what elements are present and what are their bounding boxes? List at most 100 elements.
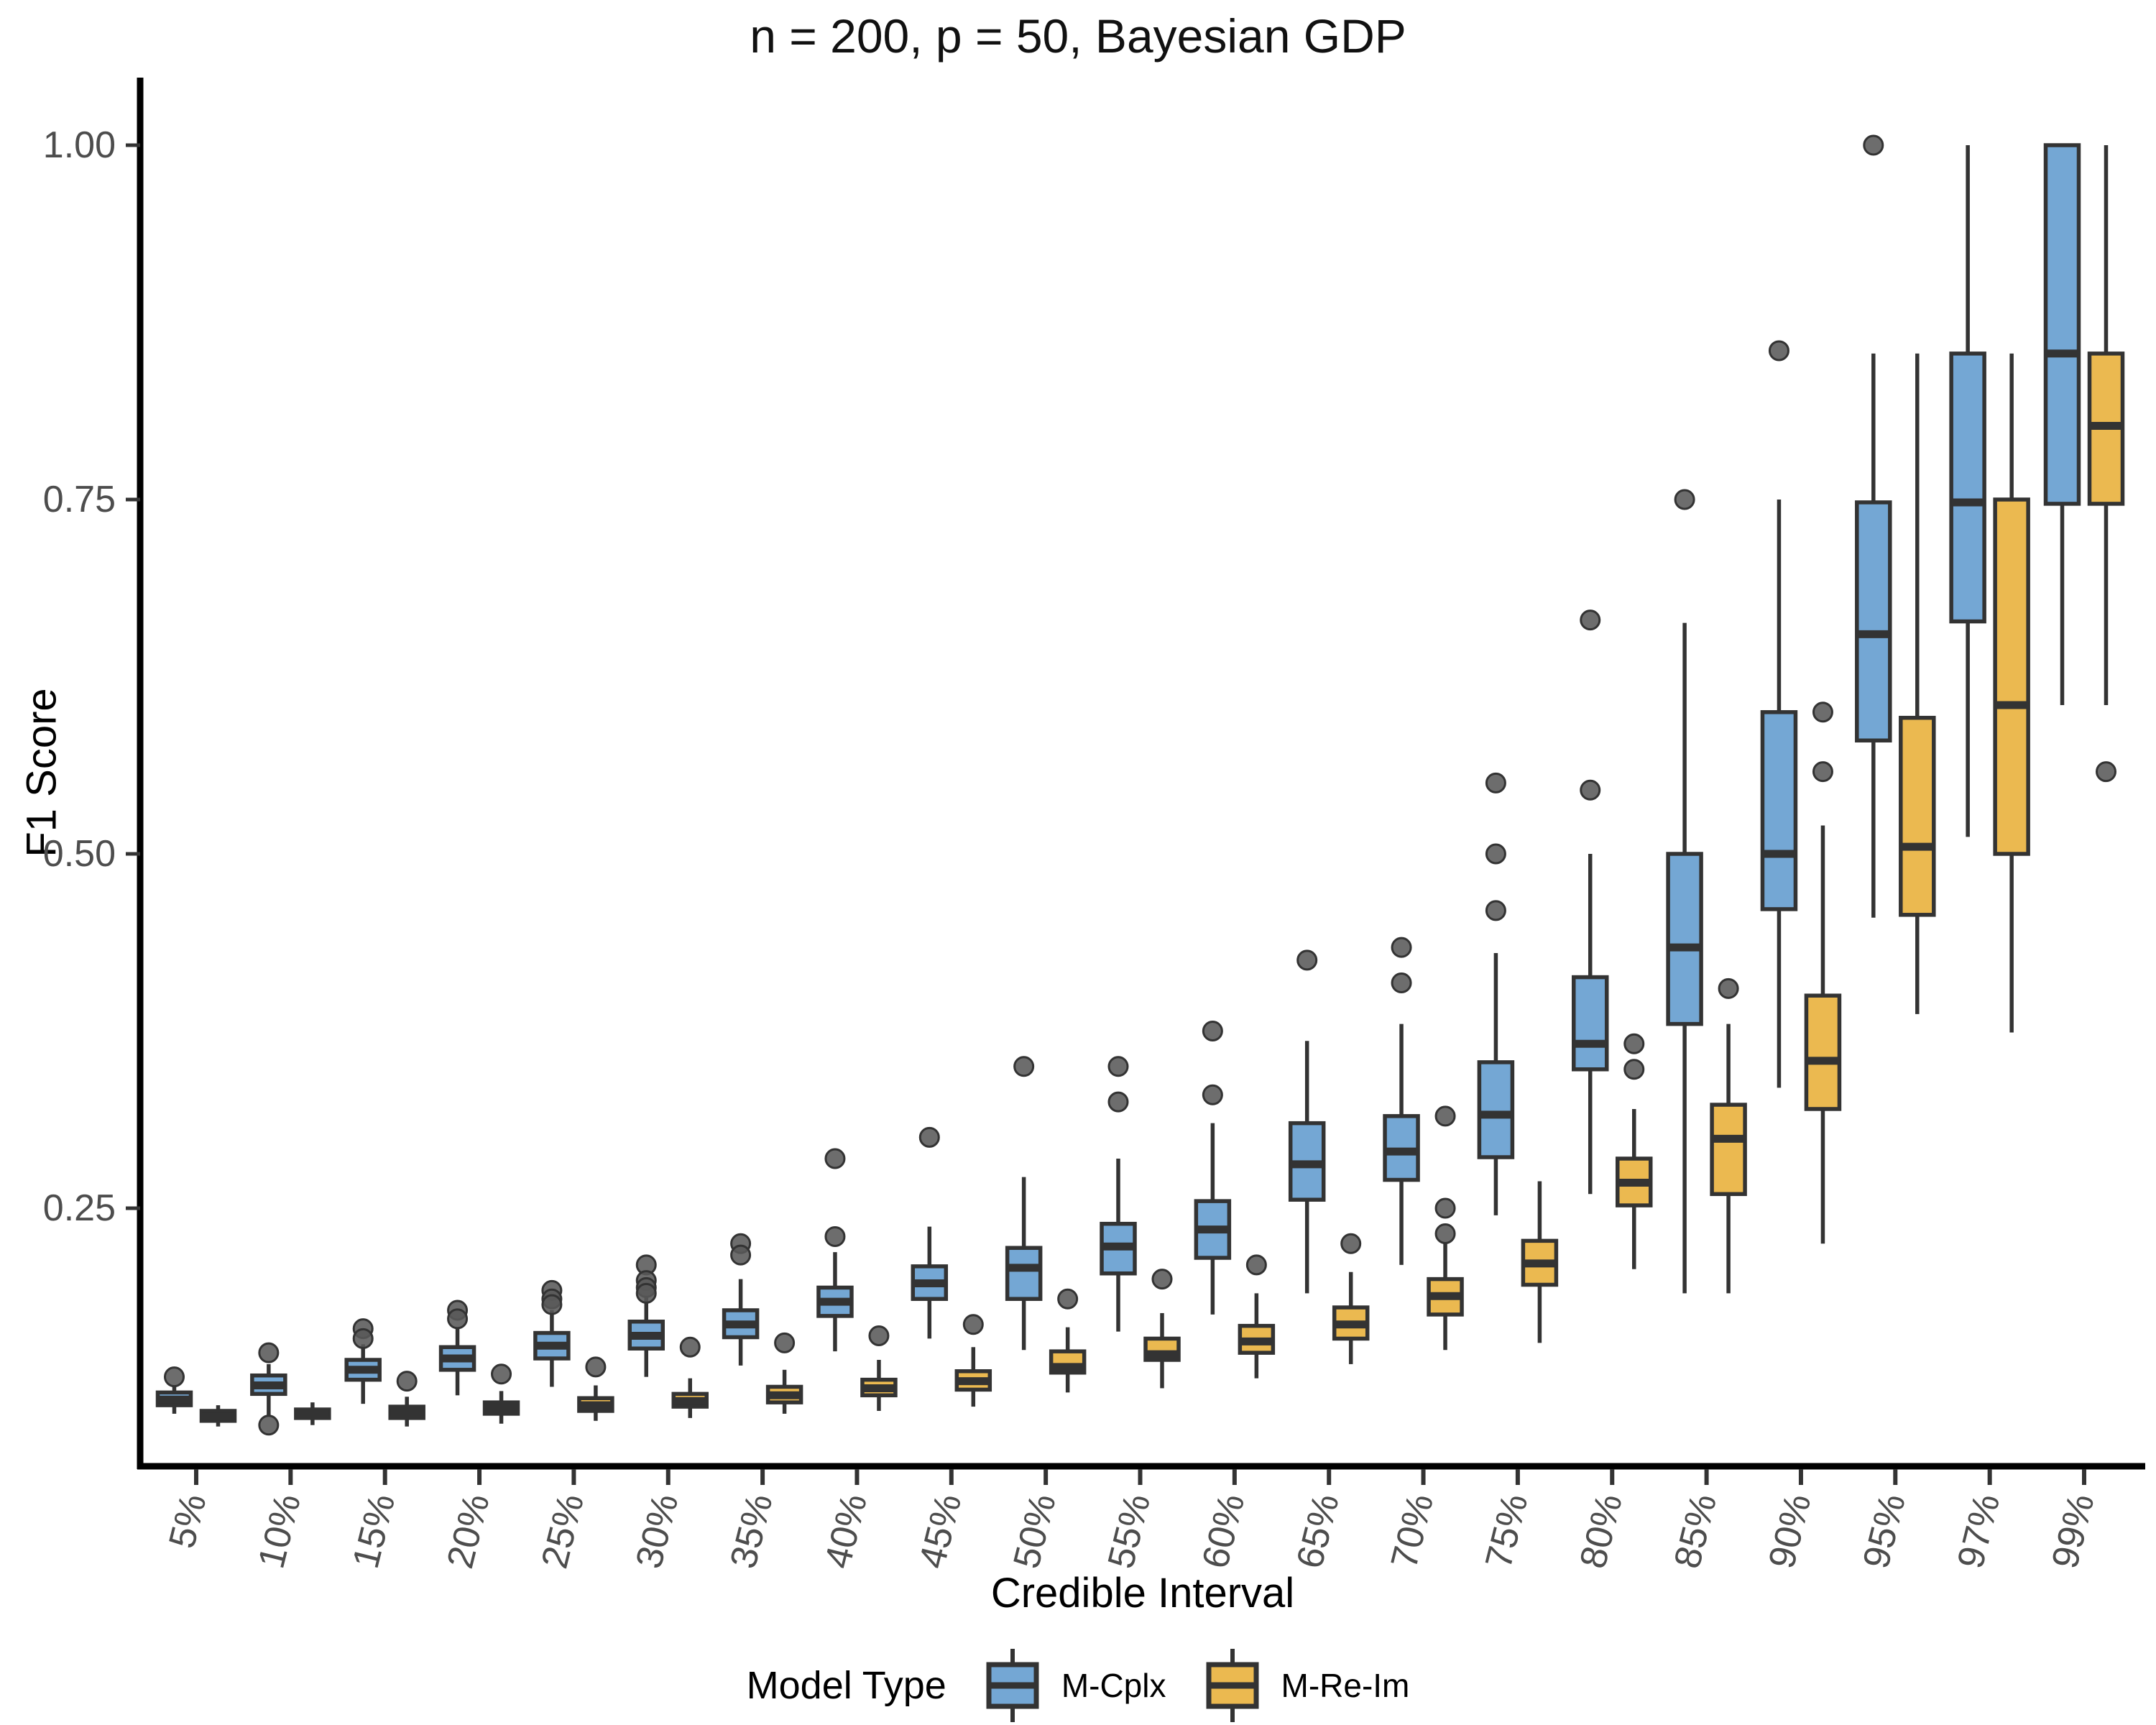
boxplot-M-Re-Im-90% bbox=[1804, 702, 1842, 1244]
legend-title: Model Type bbox=[746, 1664, 946, 1707]
x-tick-label: 95% bbox=[1855, 1490, 1913, 1573]
outlier-point bbox=[1485, 900, 1506, 921]
outlier-point bbox=[396, 1371, 418, 1392]
boxplot-M-Cplx-99% bbox=[2043, 143, 2081, 705]
boxplot-M-Cplx-45% bbox=[911, 1126, 949, 1339]
boxplot-M-Cplx-80% bbox=[1572, 610, 1609, 1195]
y-tick-label: 0.25 bbox=[43, 1187, 116, 1229]
boxplot-M-Re-Im-95% bbox=[1899, 353, 1936, 1014]
x-axis-title: Credible Interval bbox=[990, 1570, 1295, 1616]
x-tick-label: 20% bbox=[439, 1490, 497, 1573]
boxplot-M-Re-Im-15% bbox=[388, 1371, 425, 1427]
outlier-point bbox=[1434, 1223, 1456, 1244]
boxplot-M-Re-Im-60% bbox=[1238, 1254, 1276, 1379]
outlier-point bbox=[491, 1363, 512, 1385]
outlier-point bbox=[1812, 702, 1833, 723]
x-tick-label: 25% bbox=[534, 1490, 592, 1573]
boxplot-M-Cplx-97% bbox=[1949, 145, 1986, 837]
boxplot-M-Cplx-10% bbox=[250, 1342, 287, 1436]
boxplot-M-Re-Im-75% bbox=[1521, 1181, 1559, 1343]
boxplot-M-Cplx-40% bbox=[816, 1148, 854, 1352]
boxplot-M-Re-Im-40% bbox=[860, 1325, 898, 1411]
boxplot-M-Re-Im-85% bbox=[1710, 978, 1747, 1294]
outlier-point bbox=[679, 1336, 701, 1358]
outlier-point bbox=[1674, 489, 1695, 510]
x-tick-label: 40% bbox=[817, 1490, 875, 1573]
boxplot-M-Cplx-55% bbox=[1100, 1056, 1137, 1332]
box bbox=[1005, 1246, 1043, 1301]
boxplot-key-icon bbox=[1206, 1649, 1258, 1722]
x-tick-label: 35% bbox=[722, 1490, 780, 1573]
outlier-point bbox=[258, 1414, 280, 1436]
boxplot-M-Cplx-50% bbox=[1005, 1056, 1043, 1351]
outlier-point bbox=[447, 1308, 469, 1330]
box bbox=[1804, 993, 1842, 1111]
x-tick-label: 80% bbox=[1572, 1490, 1630, 1573]
x-tick-label: 99% bbox=[2044, 1490, 2102, 1573]
outlier-point bbox=[1202, 1021, 1223, 1041]
outlier-point bbox=[1107, 1091, 1129, 1113]
x-tick-label: 15% bbox=[345, 1490, 403, 1573]
boxplot-key-icon bbox=[986, 1649, 1039, 1722]
outlier-point bbox=[1580, 610, 1601, 631]
boxplot-M-Re-Im-5% bbox=[199, 1405, 237, 1427]
boxplot-M-Cplx-15% bbox=[344, 1318, 382, 1404]
outlier-point bbox=[1434, 1197, 1456, 1219]
outlier-point bbox=[1151, 1269, 1173, 1290]
outlier-point bbox=[1245, 1254, 1267, 1276]
boxplot-M-Re-Im-25% bbox=[577, 1356, 614, 1421]
box bbox=[1760, 710, 1798, 911]
x-tick-label: 85% bbox=[1667, 1490, 1725, 1573]
legend-label-m-re-im: M-Re-Im bbox=[1281, 1667, 1410, 1704]
outlier-point bbox=[1391, 937, 1412, 958]
outlier-point bbox=[918, 1126, 940, 1148]
x-tick-label: 70% bbox=[1383, 1490, 1442, 1573]
boxplot-M-Cplx-30% bbox=[627, 1254, 665, 1377]
boxplot-M-Re-Im-20% bbox=[482, 1363, 520, 1424]
outlier-point bbox=[1202, 1084, 1223, 1105]
box bbox=[1949, 351, 1986, 624]
boxplot-M-Cplx-60% bbox=[1194, 1021, 1232, 1315]
outlier-point bbox=[730, 1244, 752, 1266]
x-tick-label: 97% bbox=[1950, 1490, 2008, 1573]
outlier-point bbox=[1340, 1233, 1362, 1254]
outlier-point bbox=[1863, 134, 1884, 156]
x-tick-label: 10% bbox=[251, 1490, 309, 1573]
outlier-point bbox=[1434, 1105, 1456, 1127]
legend-label-m-cplx: M-Cplx bbox=[1061, 1667, 1166, 1704]
outlier-point bbox=[1580, 779, 1601, 801]
y-tick-label: 1.00 bbox=[43, 124, 116, 166]
outlier-point bbox=[1485, 772, 1506, 794]
outlier-point bbox=[1768, 340, 1789, 362]
outlier-point bbox=[1485, 843, 1506, 865]
y-tick-label: 0.50 bbox=[43, 833, 116, 875]
chart-title: n = 200, p = 50, Bayesian GDP bbox=[750, 9, 1406, 63]
legend-item-m-cplx: M-Cplx bbox=[980, 1646, 1166, 1725]
boxplot-M-Cplx-95% bbox=[1855, 134, 1892, 918]
outlier-point bbox=[585, 1356, 607, 1378]
x-tick-label: 50% bbox=[1005, 1490, 1064, 1573]
x-tick-label: 60% bbox=[1194, 1490, 1253, 1573]
outlier-point bbox=[635, 1282, 657, 1304]
box bbox=[1572, 975, 1609, 1072]
outlier-point bbox=[1391, 972, 1412, 993]
boxplot-M-Cplx-65% bbox=[1288, 949, 1326, 1294]
x-tick-label: 90% bbox=[1761, 1490, 1819, 1573]
boxplot-M-Cplx-35% bbox=[722, 1233, 760, 1366]
legend-item-m-re-im: M-Re-Im bbox=[1199, 1646, 1410, 1725]
outlier-point bbox=[1623, 1033, 1645, 1054]
outlier-point bbox=[962, 1314, 984, 1335]
boxplot-M-Re-Im-45% bbox=[954, 1314, 992, 1407]
x-tick-label: 5% bbox=[161, 1490, 214, 1552]
boxplot-M-Cplx-5% bbox=[155, 1366, 193, 1414]
outlier-point bbox=[164, 1366, 185, 1388]
boxplot-M-Re-Im-55% bbox=[1143, 1269, 1181, 1389]
x-tick-label: 65% bbox=[1289, 1490, 1347, 1573]
boxplot-M-Re-Im-50% bbox=[1049, 1288, 1087, 1393]
outlier-point bbox=[1057, 1288, 1079, 1310]
outlier-point bbox=[1812, 761, 1833, 783]
box bbox=[2043, 143, 2081, 506]
legend: Model Type M-Cplx M-Re-Im bbox=[0, 1646, 2156, 1725]
